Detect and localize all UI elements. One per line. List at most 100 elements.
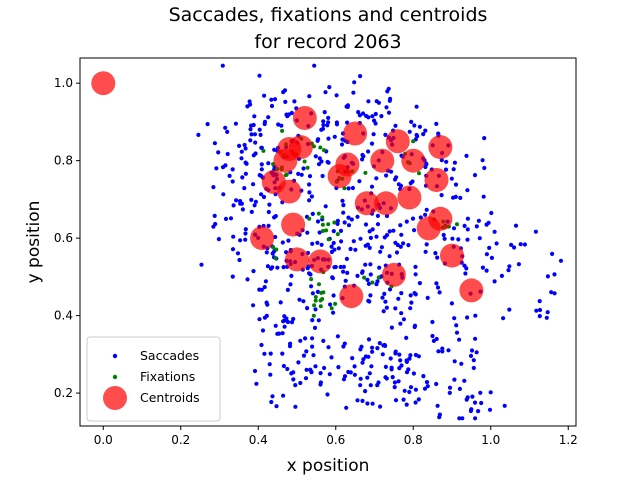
saccade-point xyxy=(339,239,344,244)
saccade-point xyxy=(282,324,287,329)
saccade-point xyxy=(487,407,493,412)
saccade-point xyxy=(274,404,279,409)
saccade-point xyxy=(279,123,284,128)
saccade-point xyxy=(269,399,274,405)
x-tick-label: 0.4 xyxy=(249,433,268,447)
saccade-point xyxy=(331,240,336,246)
y-tick-label: 0.8 xyxy=(54,154,73,168)
saccade-point xyxy=(370,345,375,350)
saccade-point xyxy=(366,99,371,104)
saccade-point xyxy=(511,245,517,250)
legend-label-fixations: Fixations xyxy=(140,369,195,384)
saccade-point xyxy=(387,229,392,234)
saccade-point xyxy=(401,317,406,322)
saccade-point xyxy=(439,193,444,198)
saccade-point xyxy=(468,408,473,414)
saccade-point xyxy=(377,265,382,270)
saccade-point xyxy=(291,377,296,382)
saccade-point xyxy=(383,132,388,137)
saccade-point xyxy=(249,197,254,202)
saccade-point xyxy=(534,308,539,313)
saccade-point xyxy=(358,236,363,241)
saccade-point xyxy=(373,111,378,117)
saccade-point xyxy=(361,111,366,116)
saccade-point xyxy=(289,273,294,278)
saccade-point xyxy=(414,104,419,109)
centroid-point xyxy=(292,106,317,130)
legend: Saccades Fixations Centroids xyxy=(86,336,221,422)
plot-frame xyxy=(79,57,577,427)
saccade-point xyxy=(363,222,369,227)
saccade-point xyxy=(315,219,321,224)
saccade-point xyxy=(452,377,457,382)
saccade-point xyxy=(380,295,385,300)
chart-title-line-2: for record 2063 xyxy=(254,31,401,53)
saccade-point xyxy=(465,216,470,221)
saccade-point xyxy=(304,367,309,372)
saccade-point xyxy=(368,235,373,240)
fixation-point xyxy=(320,229,325,233)
saccade-point xyxy=(370,349,375,354)
centroid-point xyxy=(416,216,441,241)
saccade-point xyxy=(375,346,380,351)
saccade-point xyxy=(378,249,383,254)
saccade-point xyxy=(248,138,253,143)
saccade-point xyxy=(425,295,430,300)
saccade-point xyxy=(305,306,310,311)
saccade-point xyxy=(326,115,331,120)
saccade-point xyxy=(338,264,343,270)
saccade-point xyxy=(468,353,474,358)
centroid-point xyxy=(354,191,379,216)
saccade-point xyxy=(465,315,470,320)
saccade-point xyxy=(449,176,454,181)
saccade-point xyxy=(240,175,245,180)
saccade-point xyxy=(452,160,457,165)
centroid-point xyxy=(459,278,484,303)
saccade-point xyxy=(507,264,512,269)
fixation-point xyxy=(283,173,288,178)
fixation-point xyxy=(316,211,321,216)
saccade-point xyxy=(341,264,346,269)
saccade-point xyxy=(484,222,489,227)
saccade-point xyxy=(336,365,341,370)
saccade-point xyxy=(352,372,357,377)
saccade-point xyxy=(254,381,259,386)
saccade-point xyxy=(552,291,557,296)
saccade-point xyxy=(326,345,331,350)
legend-marker-fixations xyxy=(112,374,118,380)
saccade-point xyxy=(331,310,336,315)
saccade-point xyxy=(413,387,418,392)
legend-marker-saccades xyxy=(112,353,118,359)
saccade-point xyxy=(368,262,373,267)
saccade-point xyxy=(473,336,478,341)
saccade-point xyxy=(310,336,315,341)
saccade-point xyxy=(310,344,315,349)
centroid-point xyxy=(91,71,116,96)
saccade-point xyxy=(434,121,439,126)
saccade-point xyxy=(319,242,324,247)
centroid-point xyxy=(273,148,298,173)
centroid-point xyxy=(285,247,309,272)
saccade-point xyxy=(368,383,373,388)
saccade-point xyxy=(470,394,475,399)
saccade-point xyxy=(381,309,386,314)
saccade-point xyxy=(507,307,512,312)
saccade-point xyxy=(537,307,543,313)
saccade-point xyxy=(424,242,429,247)
saccade-point xyxy=(301,299,306,304)
saccade-point xyxy=(282,88,288,93)
saccade-point xyxy=(227,173,232,178)
saccade-point xyxy=(249,132,254,137)
saccade-point xyxy=(453,182,459,187)
saccade-point xyxy=(408,353,413,358)
saccade-point xyxy=(345,103,350,108)
saccade-point xyxy=(366,298,371,303)
saccade-point xyxy=(393,123,398,128)
saccade-point xyxy=(367,229,372,234)
x-tick-label: 1.0 xyxy=(481,433,500,447)
saccade-point xyxy=(248,127,253,132)
x-axis-label: x position xyxy=(287,456,370,476)
saccade-point xyxy=(384,173,389,178)
saccade-point xyxy=(317,230,322,235)
saccade-point xyxy=(392,177,398,182)
